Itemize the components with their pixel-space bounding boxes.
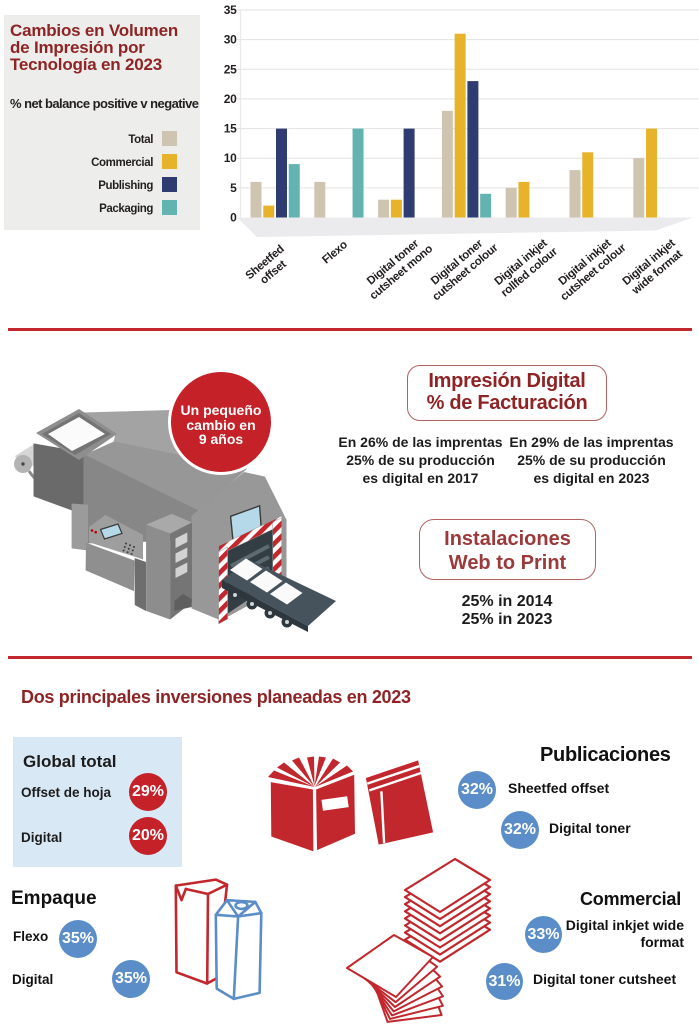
svg-text:35: 35 <box>224 3 237 17</box>
svg-text:10: 10 <box>224 151 237 165</box>
svg-text:25: 25 <box>224 62 237 76</box>
svg-text:5: 5 <box>230 181 237 195</box>
svg-text:30: 30 <box>224 33 237 47</box>
svg-text:0: 0 <box>230 211 237 225</box>
svg-text:Flexo: Flexo <box>320 239 350 267</box>
svg-text:20: 20 <box>224 92 237 106</box>
svg-text:15: 15 <box>224 122 237 136</box>
